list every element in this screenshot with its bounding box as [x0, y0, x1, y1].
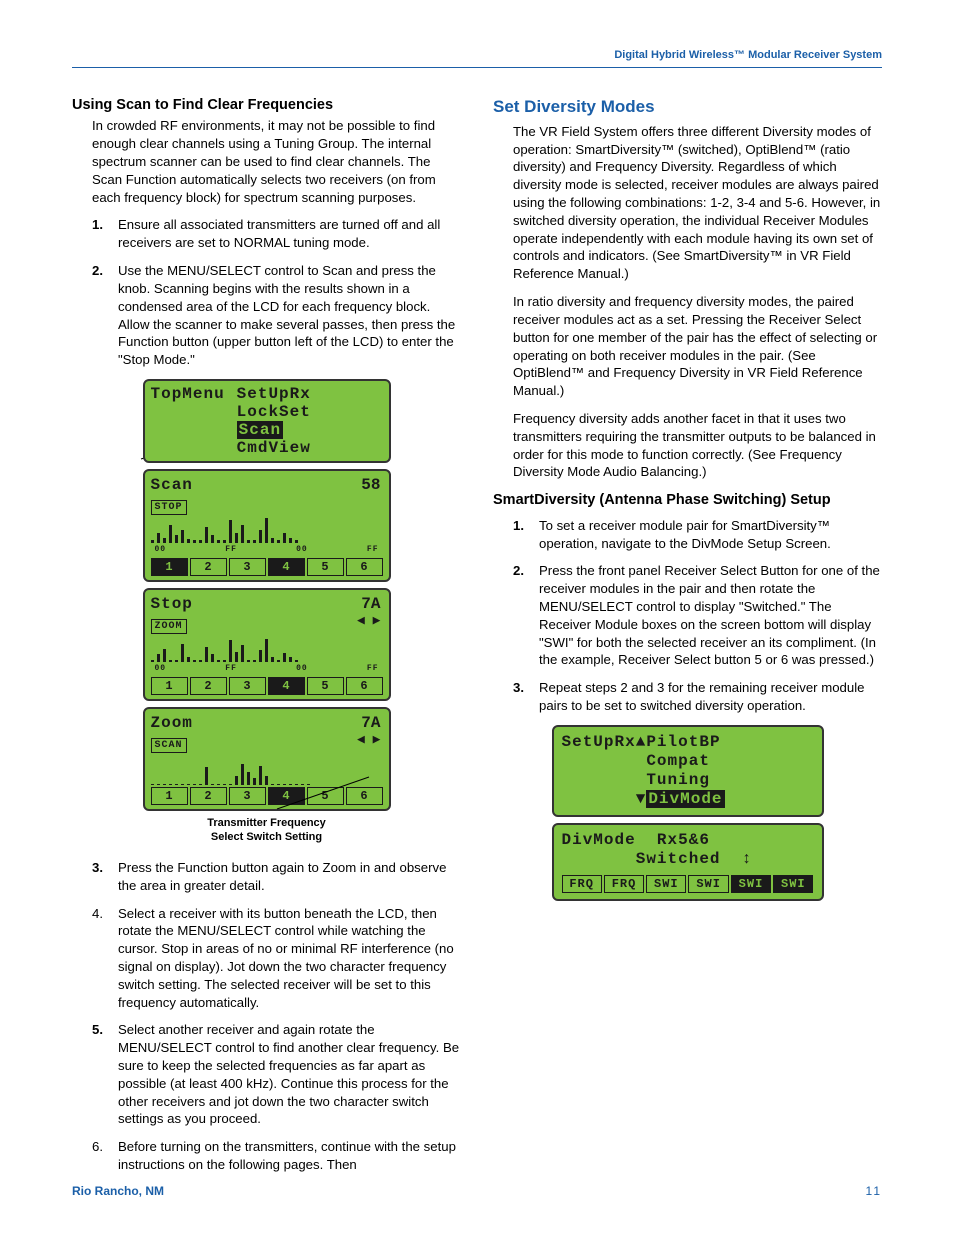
list-item: 1.To set a receiver module pair for Smar… [513, 517, 882, 553]
right-p1: The VR Field System offers three differe… [513, 123, 882, 283]
lcd-topmenu: TopMenu SetUpRx LockSet Scan CmdView [143, 379, 391, 463]
channel-row: 1 2 3 4 5 6 [151, 558, 383, 576]
lcd-tag: ZOOM [151, 619, 187, 635]
header-title: Digital Hybrid Wireless™ Modular Receive… [72, 48, 882, 68]
left-steps-a: 1.Ensure all associated transmitters are… [92, 216, 461, 369]
lcd-line: Switched ↕ [562, 850, 814, 869]
footer-left: Rio Rancho, NM [72, 1183, 164, 1199]
right-column: Set Diversity Modes The VR Field System … [493, 96, 882, 1184]
list-item: 2.Use the MENU/SELECT control to Scan an… [92, 262, 461, 369]
content-columns: Using Scan to Find Clear Frequencies In … [72, 96, 882, 1184]
list-item: 5.Select another receiver and again rota… [92, 1021, 461, 1128]
list-item: 1.Ensure all associated transmitters are… [92, 216, 461, 252]
channel-row: 1 2 3 4 5 6 [151, 677, 383, 695]
right-steps: 1.To set a receiver module pair for Smar… [513, 517, 882, 715]
right-heading: Set Diversity Modes [493, 96, 882, 119]
lcd-title: Zoom [151, 713, 383, 735]
lcd-title: Stop [151, 594, 383, 616]
lcd-title: Scan [151, 475, 383, 497]
lcd-line: Tuning [562, 771, 814, 790]
lcd-caption: Transmitter Frequency Select Switch Sett… [72, 817, 461, 845]
lcd-zoom: Zoom 7A ◀ ▶ SCAN 1 2 3 4 5 6 [143, 707, 391, 811]
nav-arrows-icon: ◀ ▶ [357, 731, 380, 749]
lcd-stop: Stop 7A ◀ ▶ ZOOM 00FF00FF 1 2 3 4 5 6 [143, 588, 391, 701]
page-number: 11 [866, 1183, 882, 1199]
right-p3: Frequency diversity adds another facet i… [513, 410, 882, 481]
spectrum-bars [151, 517, 383, 543]
lcd-line: SetUpRx▲PilotBP [562, 733, 814, 752]
lcd-topright: 58 [361, 475, 380, 497]
list-item: 3.Repeat steps 2 and 3 for the remaining… [513, 679, 882, 715]
lcd-line: Compat [562, 752, 814, 771]
nav-arrows-icon: ◀ ▶ [357, 612, 380, 630]
lcd-scan: Scan 58 STOP 00FF00FF 1 2 3 4 5 6 [143, 469, 391, 582]
lcd-menu-right: SetUpRx LockSet Scan CmdView [237, 385, 311, 457]
page-footer: Rio Rancho, NM 11 [72, 1183, 882, 1199]
channel-row: 1 2 3 4 5 6 [151, 787, 383, 805]
spectrum-bars [151, 755, 383, 785]
updown-arrows-icon: ↕ [742, 850, 753, 868]
lcd-line: DivMode Rx5&6 [562, 831, 814, 850]
lcd-stack-right: SetUpRx▲PilotBP Compat Tuning ▼DivMode D… [552, 725, 824, 901]
lcd-stack-left: TopMenu SetUpRx LockSet Scan CmdView Sca… [143, 379, 391, 811]
lcd-line: ▼DivMode [562, 790, 814, 809]
right-p2: In ratio diversity and frequency diversi… [513, 293, 882, 400]
left-column: Using Scan to Find Clear Frequencies In … [72, 96, 461, 1184]
lcd-menu-left: TopMenu [151, 385, 225, 403]
lcd-tag: SCAN [151, 738, 187, 754]
right-subheading: SmartDiversity (Antenna Phase Switching)… [493, 491, 882, 511]
list-item: 3.Press the Function button again to Zoo… [92, 859, 461, 895]
list-item: 4.Select a receiver with its button bene… [92, 905, 461, 1012]
scan-labels: 00FF00FF [151, 664, 383, 675]
list-item: 2.Press the front panel Receiver Select … [513, 562, 882, 669]
left-heading: Using Scan to Find Clear Frequencies [72, 96, 461, 116]
lcd-setuprx: SetUpRx▲PilotBP Compat Tuning ▼DivMode [552, 725, 824, 817]
left-steps-b: 3.Press the Function button again to Zoo… [92, 859, 461, 1174]
box-row: FRQ FRQ SWI SWI SWI SWI [562, 875, 814, 893]
list-item: 6.Before turning on the transmitters, co… [92, 1138, 461, 1174]
lcd-tag: STOP [151, 500, 187, 516]
spectrum-bars [151, 636, 383, 662]
scan-labels: 00FF00FF [151, 545, 383, 556]
left-intro: In crowded RF environments, it may not b… [92, 117, 461, 206]
lcd-divmode: DivMode Rx5&6 Switched ↕ FRQ FRQ SWI SWI… [552, 823, 824, 901]
